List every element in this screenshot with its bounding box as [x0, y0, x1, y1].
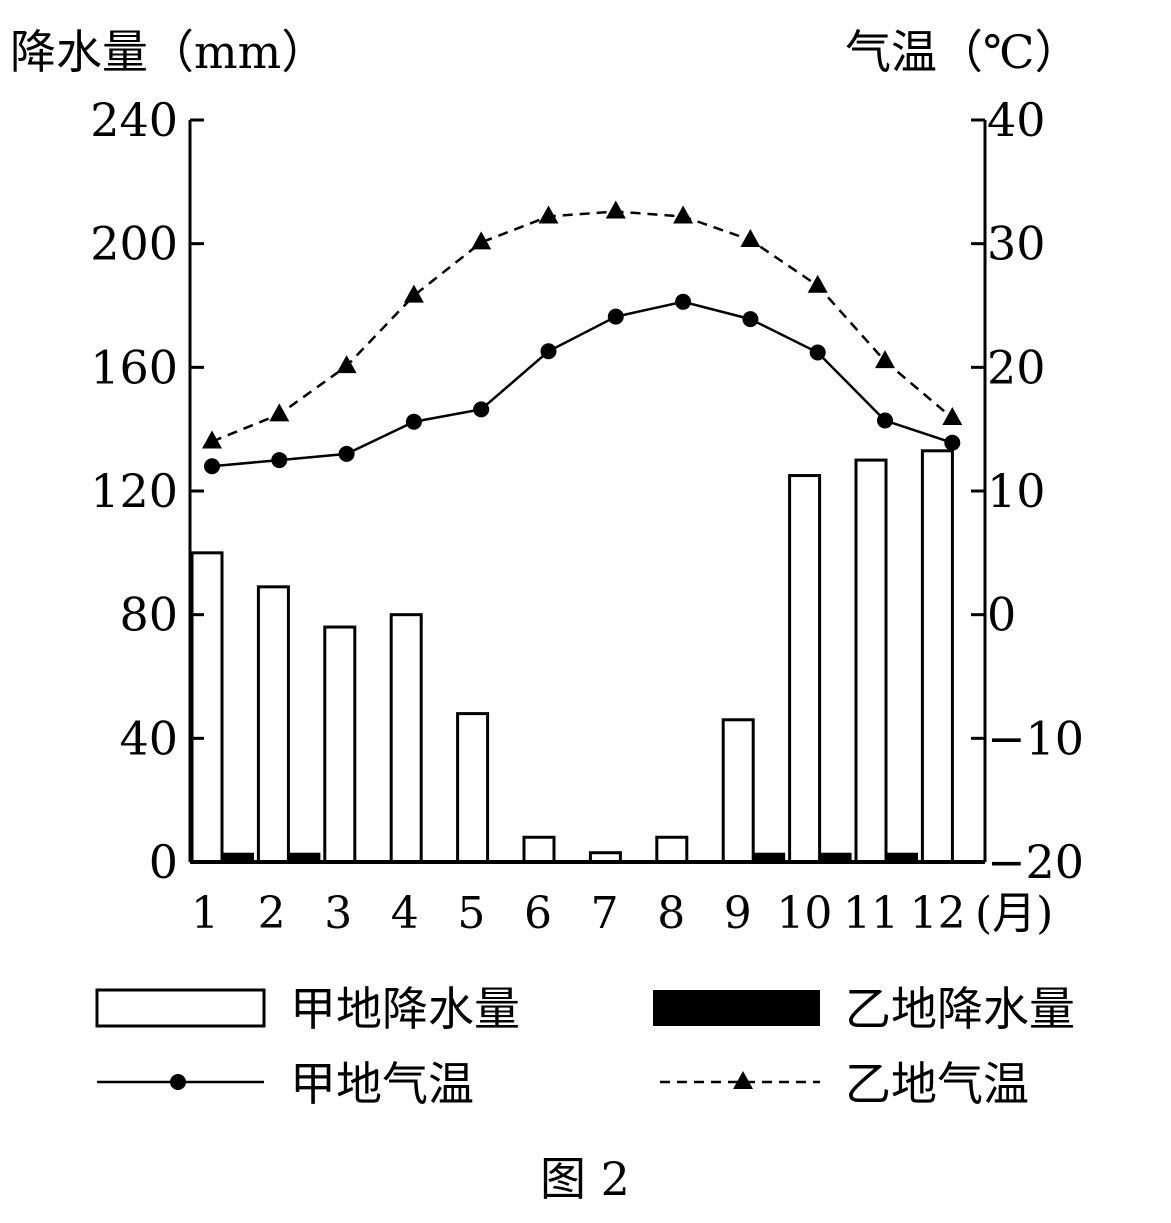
- right-tick-label: 0: [987, 588, 1016, 642]
- right-tick-label: 20: [987, 340, 1046, 394]
- bar-jia-precip: [456, 712, 490, 864]
- point-jia-temp: [742, 311, 759, 328]
- point-yi-temp: [336, 355, 357, 374]
- legend-marker-triangle: [733, 1071, 753, 1089]
- x-tick-label: 2: [258, 888, 286, 939]
- x-tick-label: 1: [191, 888, 219, 939]
- point-yi-temp: [740, 228, 761, 247]
- right-tick-label: 10: [987, 464, 1046, 518]
- legend-swatch-yi-precip: [653, 990, 820, 1026]
- point-jia-temp: [405, 413, 422, 430]
- x-tick-label: 9: [724, 888, 752, 939]
- x-tick-label: 5: [457, 888, 485, 939]
- point-jia-temp: [607, 308, 624, 325]
- point-yi-temp: [673, 205, 694, 224]
- point-yi-temp: [202, 430, 222, 449]
- right-tick-label: 40: [987, 93, 1046, 147]
- bar-jia-precip: [655, 835, 689, 864]
- right-tick-label: −20: [987, 835, 1084, 889]
- x-unit-label: (月): [975, 888, 1053, 939]
- right-tick-label: −10: [987, 711, 1084, 765]
- legend-marker-circle: [170, 1074, 186, 1090]
- point-yi-temp: [538, 205, 559, 224]
- x-tick-label: 10: [776, 888, 832, 939]
- line-jia-temp: [211, 300, 953, 468]
- legend-label-jia-temp: 甲地气温: [290, 1057, 474, 1111]
- bar-jia-precip: [522, 835, 556, 864]
- left-tick-label: 40: [119, 711, 178, 765]
- legend-swatch-jia-precip: [95, 988, 266, 1028]
- line-yi-temp: [211, 210, 954, 443]
- left-tick-label: 240: [90, 93, 178, 147]
- legend-label-yi-temp: 乙地气温: [845, 1057, 1029, 1111]
- point-yi-temp: [403, 284, 424, 303]
- point-jia-temp: [809, 344, 826, 361]
- bar-jia-precip: [920, 449, 954, 864]
- point-jia-temp: [338, 445, 355, 462]
- bar-yi-precip: [222, 852, 254, 862]
- bar-jia-precip: [788, 474, 822, 864]
- point-jia-temp: [944, 434, 961, 451]
- point-yi-temp: [875, 350, 895, 369]
- point-yi-temp: [269, 403, 290, 422]
- left-axis-label: 降水量（mm）: [10, 25, 327, 79]
- x-tick-label: 3: [324, 888, 352, 939]
- bar-jia-precip: [190, 551, 224, 864]
- point-jia-temp: [877, 412, 893, 429]
- point-jia-temp: [204, 458, 220, 475]
- x-tick-label: 11: [843, 888, 899, 939]
- left-tick-label: 0: [149, 835, 178, 889]
- point-yi-temp: [605, 200, 626, 219]
- left-tick-label: 80: [119, 588, 178, 642]
- bar-jia-precip: [256, 585, 290, 864]
- x-tick-label: 6: [524, 888, 552, 939]
- bar-jia-precip: [323, 625, 357, 864]
- point-yi-temp: [807, 274, 828, 293]
- point-yi-temp: [471, 231, 492, 250]
- legend-label-jia-precip: 甲地降水量: [290, 982, 520, 1036]
- bar-yi-precip: [753, 852, 786, 862]
- caption: 图 2: [540, 1152, 630, 1206]
- bar-jia-precip: [721, 718, 755, 864]
- point-yi-temp: [942, 407, 963, 426]
- right-axis-label: 气温（℃）: [845, 25, 1080, 79]
- bar-jia-precip: [389, 613, 423, 864]
- legend-label-yi-precip: 乙地降水量: [845, 982, 1075, 1036]
- bar-yi-precip: [886, 852, 918, 862]
- bar-yi-precip: [819, 852, 852, 862]
- left-tick-label: 160: [90, 340, 178, 394]
- bar-yi-precip: [288, 852, 321, 862]
- point-jia-temp: [271, 452, 288, 469]
- x-tick-label: 8: [657, 888, 685, 939]
- right-tick-label: 30: [987, 217, 1046, 271]
- x-tick-label: 12: [910, 888, 966, 939]
- left-tick-label: 200: [90, 217, 178, 271]
- x-tick-label: 4: [391, 888, 419, 939]
- point-jia-temp: [473, 401, 490, 418]
- bar-jia-precip: [854, 458, 888, 864]
- left-tick-label: 120: [90, 464, 178, 518]
- point-jia-temp: [540, 343, 557, 360]
- point-jia-temp: [675, 293, 692, 310]
- x-tick-label: 7: [591, 888, 619, 939]
- legend: 甲地降水量 乙地降水量 甲地气温 乙地气温: [95, 982, 1075, 1111]
